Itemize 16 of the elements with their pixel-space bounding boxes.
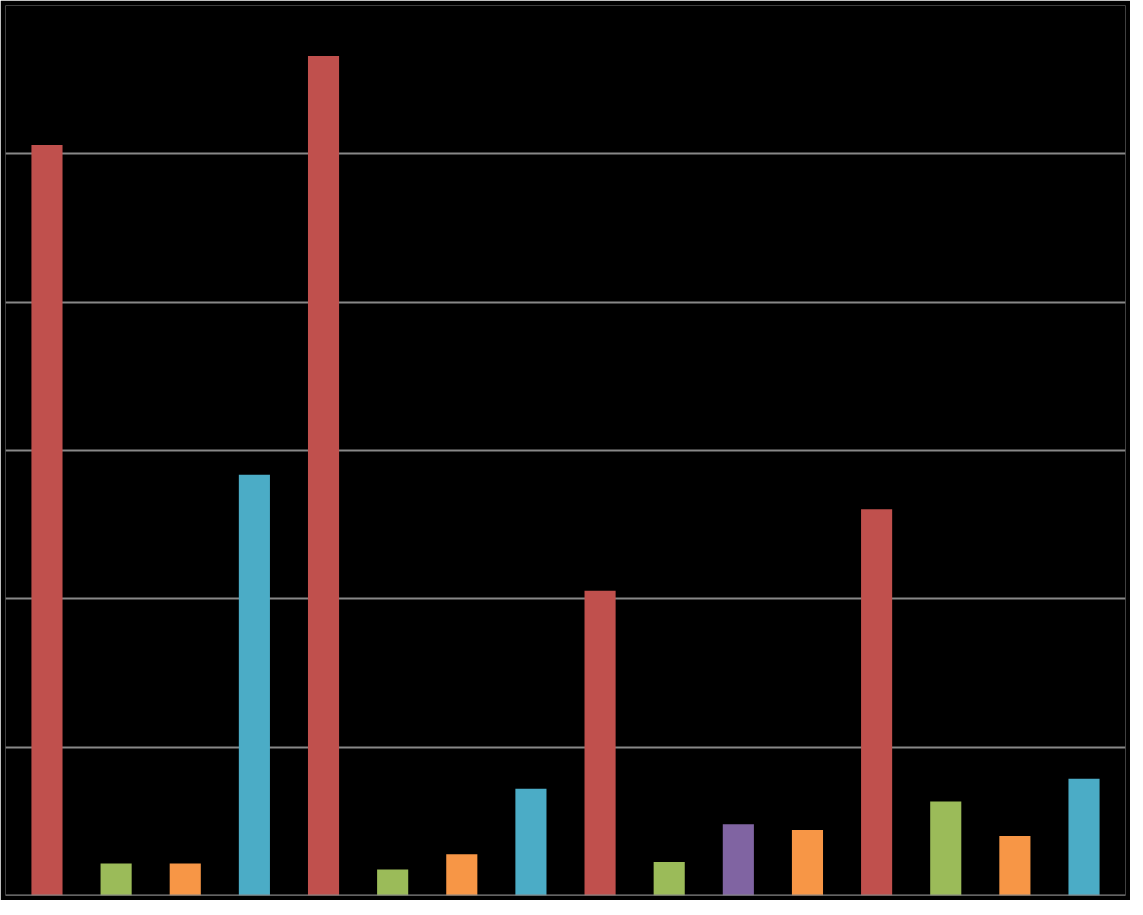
bar	[1068, 778, 1100, 896]
bar	[377, 869, 409, 896]
bar	[307, 55, 340, 896]
bar	[653, 861, 685, 896]
bar	[169, 863, 201, 896]
bar	[999, 835, 1031, 896]
bar	[31, 144, 63, 896]
bar	[238, 474, 270, 896]
bar	[515, 788, 547, 896]
bar	[930, 801, 962, 896]
bar	[791, 830, 824, 896]
bar	[100, 863, 132, 896]
bar	[584, 590, 616, 896]
bar	[446, 854, 478, 896]
bar	[861, 509, 893, 896]
bar	[722, 824, 754, 896]
